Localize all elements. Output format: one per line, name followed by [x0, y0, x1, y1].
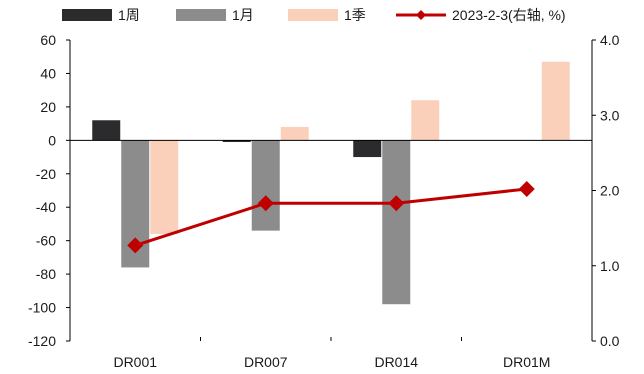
bar-dr001-2 — [150, 140, 179, 234]
bar-dr007-1 — [251, 140, 280, 231]
left-tick-label: -120 — [28, 333, 56, 349]
category-label: DR001 — [113, 354, 157, 370]
legend-label-1: 1月 — [232, 7, 254, 23]
line-marker-dr01m — [518, 180, 535, 197]
left-tick-label: 60 — [40, 32, 56, 48]
left-tick-label: -100 — [28, 300, 56, 316]
bar-dr014-0 — [353, 140, 382, 158]
left-tick-label: -40 — [36, 199, 56, 215]
line-series — [127, 180, 535, 254]
left-tick-label: 20 — [40, 99, 56, 115]
legend: 1周 1月 1季 2023-2-3(右轴, %) — [62, 7, 566, 23]
legend-swatch-1 — [176, 9, 226, 21]
bar-dr001-0 — [92, 120, 121, 141]
line-path — [134, 187, 527, 247]
line-marker-dr007 — [257, 195, 274, 212]
right-tick-label: 0.0 — [600, 333, 620, 349]
axes: 60 40 20 0 -20 -40 -60 -80 -100 -120 4.0 3.0 2.0 1.0 0… — [28, 32, 620, 370]
left-tick-label: -20 — [36, 166, 56, 182]
line-marker-dr001 — [127, 237, 144, 254]
bars — [92, 61, 570, 305]
legend-label-3: 2023-2-3(右轴, %) — [452, 7, 566, 23]
bar-dr007-0 — [222, 140, 251, 143]
right-tick-label: 2.0 — [600, 183, 620, 199]
right-tick-label: 1.0 — [600, 258, 620, 274]
legend-swatch-2 — [288, 9, 338, 21]
legend-label-2: 1季 — [344, 7, 366, 23]
left-tick-label: 0 — [48, 132, 56, 148]
left-tick-label: -60 — [36, 233, 56, 249]
right-tick-label: 4.0 — [600, 32, 620, 48]
left-tick-label: -80 — [36, 266, 56, 282]
legend-swatch-0 — [62, 9, 112, 21]
legend-label-0: 1周 — [118, 7, 140, 23]
left-tick-label: 40 — [40, 65, 56, 81]
bar-dr01m-2 — [541, 61, 570, 141]
category-label: DR007 — [244, 354, 288, 370]
bar-dr014-2 — [411, 100, 440, 141]
line-marker-dr014 — [388, 195, 405, 212]
bar-dr007-2 — [280, 126, 309, 141]
category-label: DR01M — [503, 354, 550, 370]
legend-swatch-marker — [416, 10, 426, 20]
bar-dr014-1 — [382, 140, 411, 305]
right-tick-label: 3.0 — [600, 107, 620, 123]
category-label: DR014 — [374, 354, 418, 370]
